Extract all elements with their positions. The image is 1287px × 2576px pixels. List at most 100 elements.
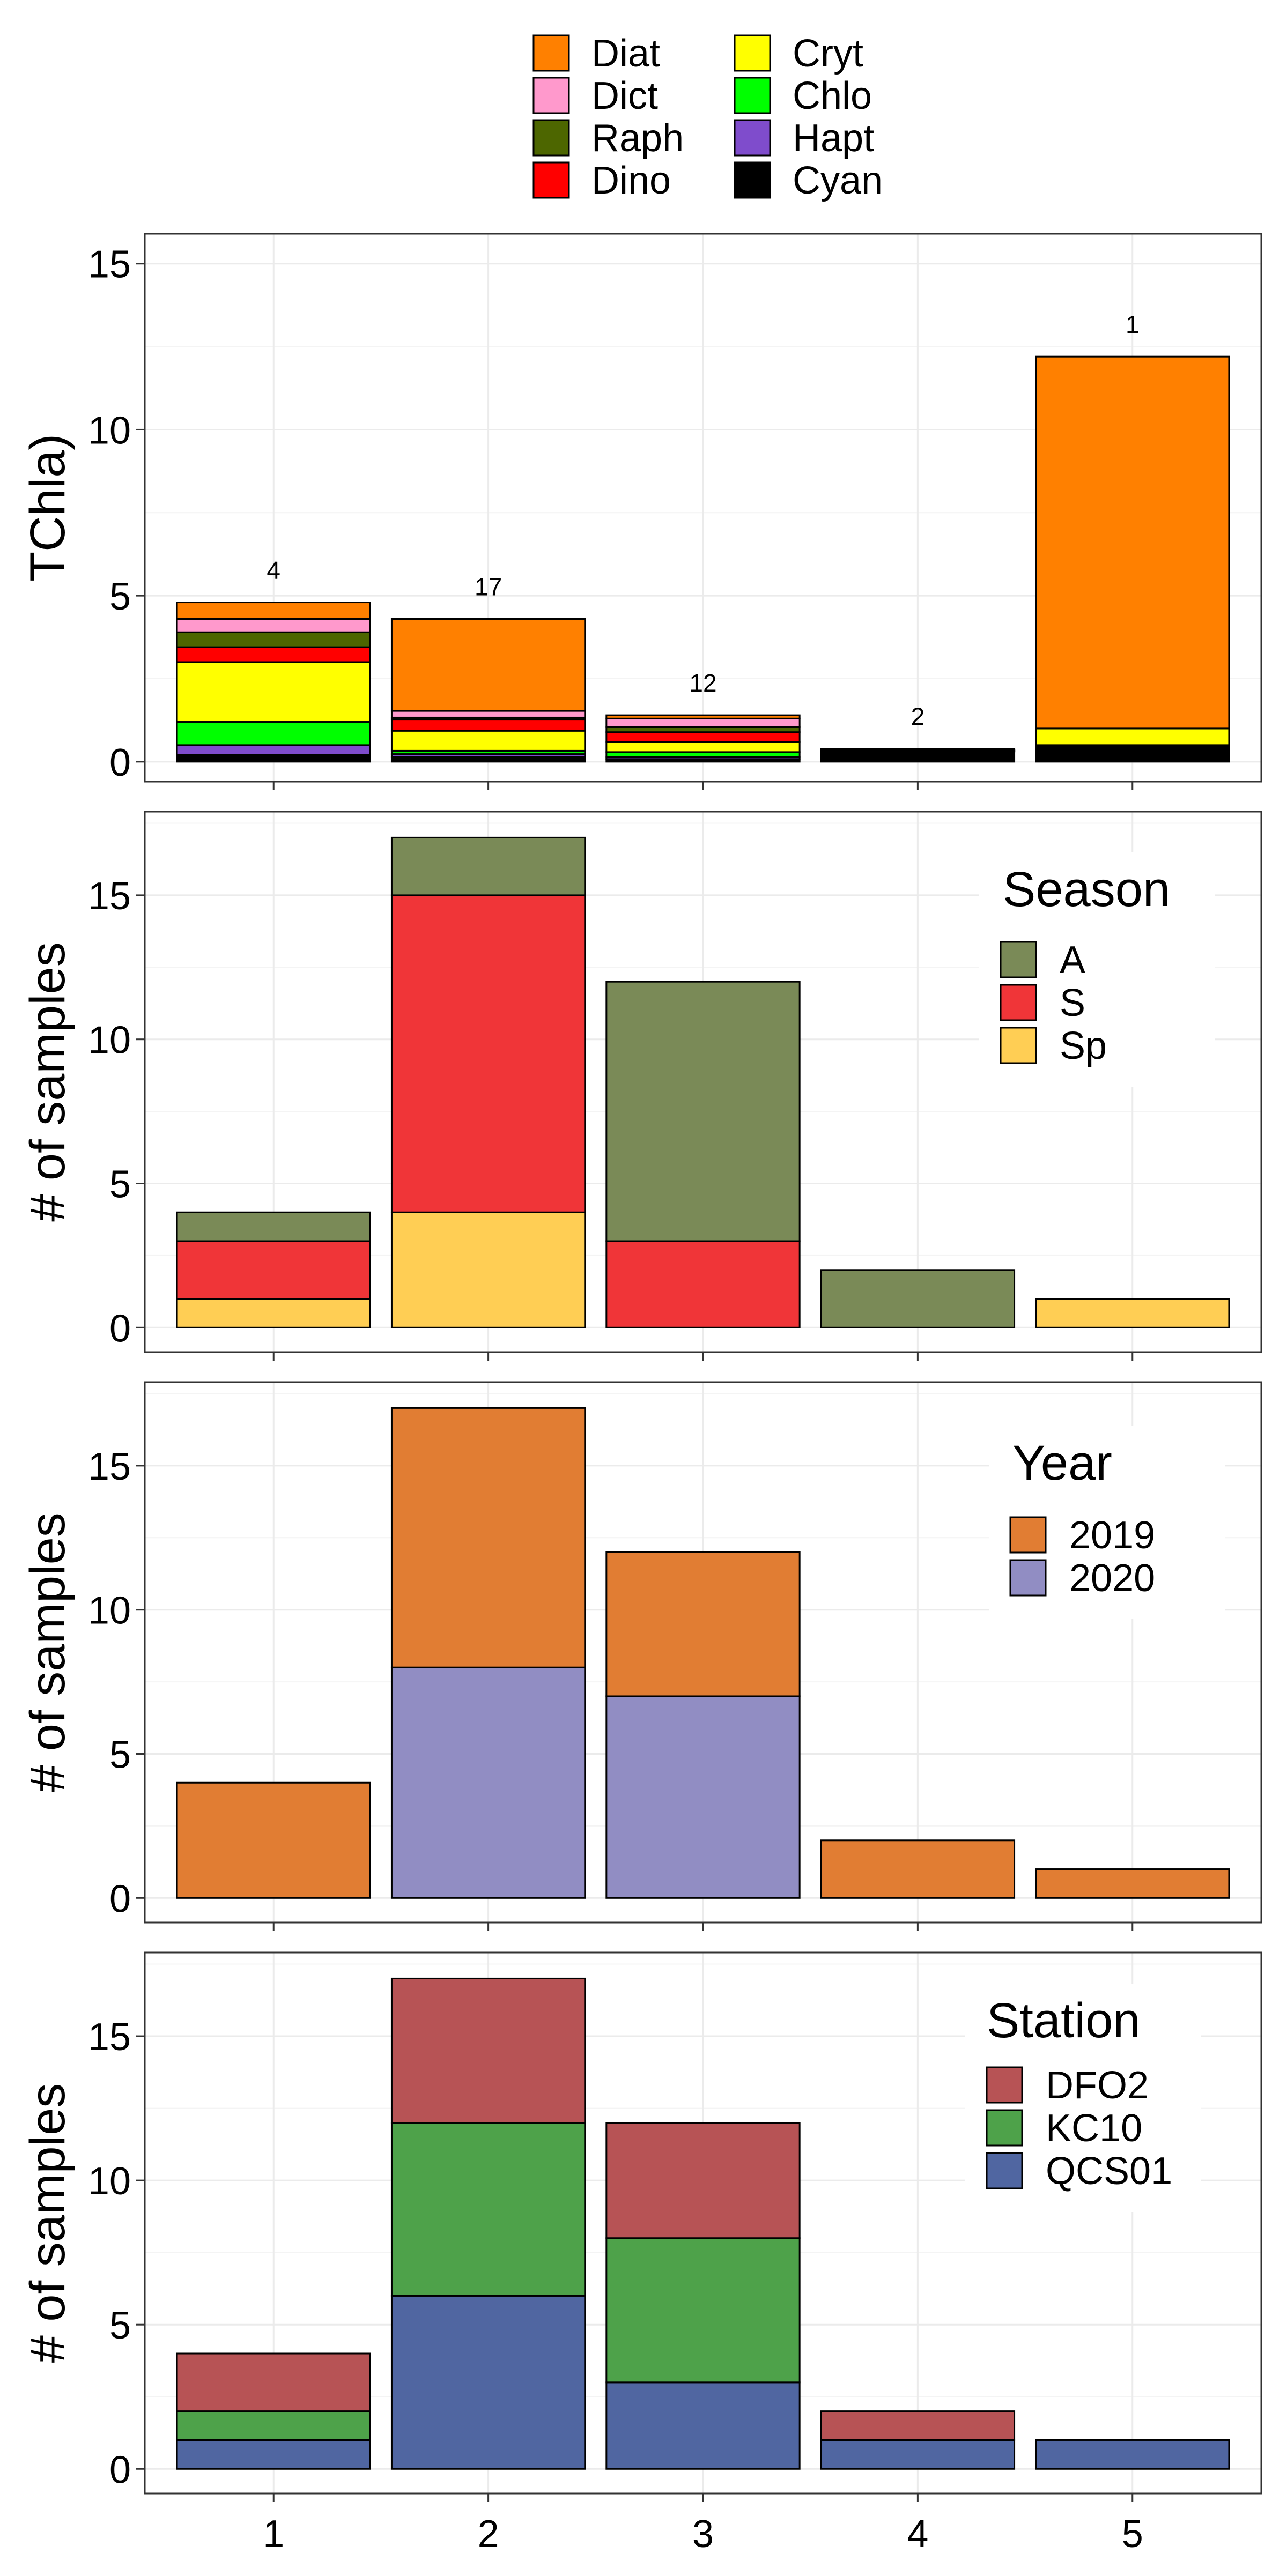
legend-label-a: A bbox=[1060, 939, 1085, 982]
bar-qcs01-cat-1 bbox=[176, 2439, 371, 2470]
bar-cyan-cat-5 bbox=[1035, 744, 1230, 763]
y-tick-label: 0 bbox=[109, 1877, 131, 1920]
bar-raph-cat-1 bbox=[176, 631, 371, 648]
bar-dfo2-cat-1 bbox=[176, 2352, 371, 2412]
bar-a-cat-3 bbox=[605, 981, 801, 1242]
legend-title: Year bbox=[1012, 1436, 1112, 1490]
legend-key-diat bbox=[532, 34, 570, 72]
y-tick-label: 15 bbox=[88, 2016, 131, 2059]
y-tick-label: 15 bbox=[88, 243, 131, 286]
legend-label-cryt: Cryt bbox=[793, 32, 863, 75]
bar-a-cat-1 bbox=[176, 1211, 371, 1242]
y-tick-label: 15 bbox=[88, 1445, 131, 1488]
x-tick-label: 1 bbox=[263, 2513, 284, 2556]
bar-diat-cat-3 bbox=[605, 714, 801, 719]
bar-qcs01-cat-5 bbox=[1035, 2439, 1230, 2470]
bar-dfo2-cat-4 bbox=[820, 2410, 1016, 2441]
legend-key-dino bbox=[532, 161, 570, 199]
bar-hapt-cat-1 bbox=[176, 744, 371, 756]
bar-a-cat-2 bbox=[390, 836, 586, 896]
legend-label-raph: Raph bbox=[591, 117, 684, 160]
y-tick-label: 0 bbox=[109, 741, 131, 784]
legend-label-qcs01: QCS01 bbox=[1046, 2150, 1172, 2193]
legend-key-raph bbox=[532, 119, 570, 157]
bar-dfo2-cat-3 bbox=[605, 2121, 801, 2239]
legend-key-dict bbox=[532, 77, 570, 114]
y-axis-title: # of samples bbox=[20, 1512, 75, 1792]
x-tick-label: 4 bbox=[907, 2513, 928, 2556]
legend-label-hapt: Hapt bbox=[793, 117, 874, 160]
bar-diat-cat-4 bbox=[820, 748, 1016, 751]
x-tick-label: 2 bbox=[478, 2513, 499, 2556]
bar-2020-cat-2 bbox=[390, 1666, 586, 1899]
bar-2019-cat-5 bbox=[1035, 1868, 1230, 1899]
bar-dict-cat-3 bbox=[605, 717, 801, 728]
bar-kc10-cat-2 bbox=[390, 2121, 586, 2297]
legend-key-cyan bbox=[734, 161, 771, 199]
bar-2019-cat-2 bbox=[390, 1407, 586, 1668]
legend-key-a bbox=[1000, 941, 1037, 978]
bar-cryt-cat-2 bbox=[390, 730, 586, 752]
y-axis-title: # of samples bbox=[20, 2083, 75, 2363]
bar-2019-cat-4 bbox=[820, 1839, 1016, 1899]
bar-diat-cat-1 bbox=[176, 602, 371, 620]
legend-title: Season bbox=[1003, 862, 1170, 917]
y-tick-label: 5 bbox=[109, 2304, 131, 2347]
y-tick-label: 10 bbox=[88, 1019, 131, 1062]
legend-title: Station bbox=[987, 1993, 1140, 2048]
legend-label-2020: 2020 bbox=[1069, 1557, 1155, 1600]
y-tick-label: 5 bbox=[109, 1734, 131, 1777]
bar-kc10-cat-3 bbox=[605, 2237, 801, 2384]
bar-kc10-cat-1 bbox=[176, 2410, 371, 2441]
y-axis-title: TChla) bbox=[20, 434, 75, 582]
x-tick-label: 3 bbox=[692, 2513, 714, 2556]
legend-label-sp: Sp bbox=[1060, 1025, 1107, 1067]
y-tick-label: 5 bbox=[109, 1163, 131, 1206]
bar-diat-cat-5 bbox=[1035, 355, 1230, 730]
bar-cryt-cat-3 bbox=[605, 741, 801, 753]
bar-s-cat-2 bbox=[390, 894, 586, 1213]
y-tick-label: 0 bbox=[109, 1307, 131, 1350]
bar-qcs01-cat-4 bbox=[820, 2439, 1016, 2470]
legend-label-s: S bbox=[1060, 982, 1085, 1025]
y-tick-label: 15 bbox=[88, 875, 131, 918]
data-label: 17 bbox=[475, 573, 502, 600]
data-label: 4 bbox=[267, 556, 280, 584]
bar-2019-cat-1 bbox=[176, 1781, 371, 1899]
legend-key-2020 bbox=[1009, 1559, 1047, 1597]
bar-cyan-cat-1 bbox=[176, 754, 371, 763]
bar-qcs01-cat-3 bbox=[605, 2381, 801, 2470]
bar-s-cat-1 bbox=[176, 1240, 371, 1300]
bar-dfo2-cat-2 bbox=[390, 1977, 586, 2124]
legend-key-qcs01 bbox=[986, 2152, 1023, 2189]
bar-chlo-cat-1 bbox=[176, 721, 371, 746]
legend-key-2019 bbox=[1009, 1516, 1047, 1554]
bar-s-cat-3 bbox=[605, 1240, 801, 1328]
bar-sp-cat-2 bbox=[390, 1211, 586, 1328]
y-tick-label: 10 bbox=[88, 2160, 131, 2203]
bar-dict-cat-1 bbox=[176, 618, 371, 633]
bar-cryt-cat-1 bbox=[176, 661, 371, 723]
legend-label-dict: Dict bbox=[591, 75, 658, 117]
bar-a-cat-4 bbox=[820, 1269, 1016, 1328]
y-tick-label: 0 bbox=[109, 2448, 131, 2491]
bar-dino-cat-1 bbox=[176, 646, 371, 663]
legend-label-2019: 2019 bbox=[1069, 1514, 1155, 1557]
legend-key-dfo2 bbox=[986, 2066, 1023, 2104]
bar-cyan-cat-4 bbox=[820, 751, 1016, 763]
legend-key-hapt bbox=[734, 119, 771, 157]
legend-label-dfo2: DFO2 bbox=[1046, 2064, 1149, 2107]
y-tick-label: 10 bbox=[88, 409, 131, 452]
legend-key-kc10 bbox=[986, 2109, 1023, 2147]
bar-2019-cat-3 bbox=[605, 1551, 801, 1697]
y-axis-title: # of samples bbox=[20, 942, 75, 1222]
